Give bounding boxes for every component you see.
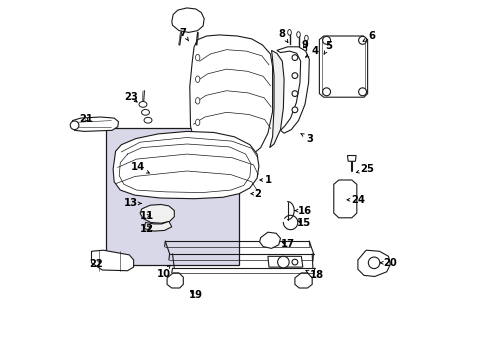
Text: 4: 4 — [305, 46, 318, 57]
Ellipse shape — [304, 35, 307, 41]
Text: 25: 25 — [356, 164, 373, 174]
Polygon shape — [333, 180, 356, 218]
Circle shape — [277, 256, 288, 268]
Circle shape — [291, 259, 297, 265]
Polygon shape — [347, 156, 355, 161]
Polygon shape — [113, 131, 258, 199]
Text: 2: 2 — [250, 189, 261, 199]
Polygon shape — [294, 273, 311, 288]
Ellipse shape — [195, 98, 200, 104]
Text: 23: 23 — [124, 92, 138, 102]
Polygon shape — [144, 221, 171, 231]
Text: 5: 5 — [324, 41, 332, 54]
Text: 1: 1 — [260, 175, 271, 185]
Text: 7: 7 — [180, 28, 188, 41]
Polygon shape — [269, 50, 284, 148]
Ellipse shape — [195, 119, 200, 126]
Circle shape — [70, 121, 79, 130]
Circle shape — [291, 107, 297, 113]
Text: 16: 16 — [294, 206, 311, 216]
Text: 20: 20 — [380, 258, 396, 268]
Text: 6: 6 — [362, 31, 375, 41]
Circle shape — [291, 73, 297, 78]
Text: 24: 24 — [346, 195, 364, 205]
Text: 22: 22 — [89, 258, 103, 269]
Polygon shape — [167, 273, 183, 288]
Polygon shape — [276, 47, 309, 133]
Circle shape — [358, 88, 366, 96]
Circle shape — [358, 36, 366, 44]
Circle shape — [322, 88, 330, 96]
Text: 21: 21 — [79, 114, 93, 124]
Ellipse shape — [296, 32, 300, 37]
Polygon shape — [91, 250, 133, 271]
Polygon shape — [267, 256, 302, 267]
Text: 10: 10 — [156, 265, 170, 279]
Polygon shape — [259, 232, 280, 248]
Ellipse shape — [195, 54, 200, 61]
Bar — [106, 128, 239, 265]
Text: 11: 11 — [140, 211, 154, 221]
Polygon shape — [189, 35, 272, 160]
Polygon shape — [357, 250, 389, 276]
Circle shape — [291, 91, 297, 96]
Text: 12: 12 — [139, 224, 153, 234]
Polygon shape — [72, 117, 118, 131]
Text: 8: 8 — [278, 29, 287, 42]
Polygon shape — [171, 8, 204, 32]
Text: 15: 15 — [296, 218, 310, 228]
Circle shape — [322, 36, 330, 44]
Text: 19: 19 — [188, 290, 203, 300]
Circle shape — [367, 257, 379, 269]
Ellipse shape — [287, 30, 291, 35]
Polygon shape — [319, 36, 367, 97]
Text: 9: 9 — [301, 40, 308, 50]
Text: 18: 18 — [305, 270, 323, 280]
Text: 13: 13 — [124, 198, 141, 208]
Ellipse shape — [195, 76, 200, 82]
Polygon shape — [140, 204, 174, 223]
Text: 14: 14 — [131, 162, 149, 173]
Text: 17: 17 — [280, 239, 294, 249]
Text: 3: 3 — [300, 134, 312, 144]
Circle shape — [291, 55, 297, 60]
